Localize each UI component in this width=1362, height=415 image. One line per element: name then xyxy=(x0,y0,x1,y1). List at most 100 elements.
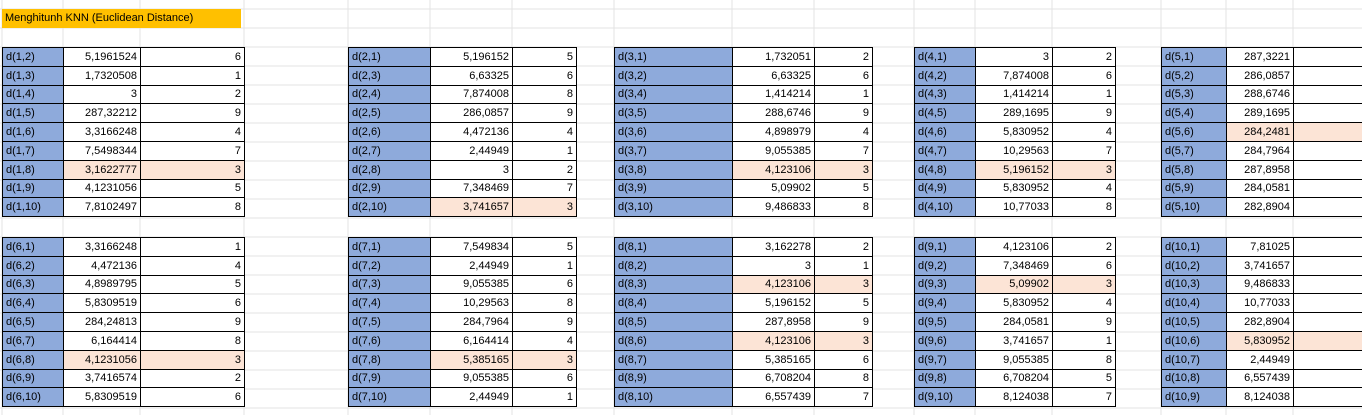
rank-cell[interactable]: 6 xyxy=(512,65,577,86)
distance-label-cell[interactable]: d(7,9) xyxy=(348,368,431,389)
distance-value-cell[interactable]: 6,708204 xyxy=(975,368,1053,389)
distance-value-cell[interactable]: 3,1622777 xyxy=(63,159,141,180)
distance-label-cell[interactable]: d(8,4) xyxy=(614,293,733,314)
rank-cell[interactable]: 6 xyxy=(1052,65,1116,86)
distance-value-cell[interactable]: 5,8309519 xyxy=(63,293,141,314)
distance-label-cell[interactable]: d(3,2) xyxy=(614,65,733,86)
distance-value-cell[interactable]: 3,741657 xyxy=(430,197,513,218)
rank-cell[interactable]: 8 xyxy=(814,197,873,218)
rank-cell[interactable]: 5 xyxy=(512,47,577,67)
distance-label-cell[interactable]: d(8,2) xyxy=(614,255,733,276)
distance-value-cell[interactable]: 9,055385 xyxy=(430,368,513,389)
rank-cell[interactable]: 3 xyxy=(140,159,245,180)
distance-value-cell[interactable]: 9,055385 xyxy=(430,274,513,295)
rank-cell[interactable]: 1 xyxy=(512,255,577,276)
rank-cell[interactable]: 8 xyxy=(1293,293,1362,314)
distance-label-cell[interactable]: d(7,8) xyxy=(348,349,431,370)
distance-label-cell[interactable]: d(1,3) xyxy=(2,65,64,86)
rank-cell[interactable]: 5 xyxy=(512,237,577,257)
rank-cell[interactable]: 4 xyxy=(512,330,577,351)
rank-cell[interactable]: 5 xyxy=(1052,368,1116,389)
distance-label-cell[interactable]: d(5,10) xyxy=(1161,197,1227,218)
rank-cell[interactable]: 2 xyxy=(814,237,873,257)
rank-cell[interactable]: 1 xyxy=(512,140,577,161)
rank-cell[interactable]: 8 xyxy=(512,293,577,314)
distance-label-cell[interactable]: d(1,8) xyxy=(2,159,64,180)
rank-cell[interactable]: 2 xyxy=(140,84,245,105)
rank-cell[interactable]: 2 xyxy=(1052,47,1116,67)
distance-value-cell[interactable]: 3,741657 xyxy=(1226,255,1294,276)
rank-cell[interactable]: 6 xyxy=(512,274,577,295)
rank-cell[interactable]: 9 xyxy=(1052,312,1116,332)
rank-cell[interactable]: 4 xyxy=(1052,293,1116,314)
distance-label-cell[interactable]: d(2,5) xyxy=(348,103,431,124)
rank-cell[interactable]: 9 xyxy=(140,312,245,332)
distance-label-cell[interactable]: d(3,4) xyxy=(614,84,733,105)
distance-value-cell[interactable]: 287,8958 xyxy=(1226,159,1294,180)
distance-value-cell[interactable]: 5,830952 xyxy=(975,178,1053,199)
distance-value-cell[interactable]: 9,486833 xyxy=(732,197,815,218)
distance-label-cell[interactable]: d(3,7) xyxy=(614,140,733,161)
rank-cell[interactable]: 9 xyxy=(814,312,873,332)
distance-label-cell[interactable]: d(4,3) xyxy=(914,84,976,105)
distance-label-cell[interactable]: d(1,7) xyxy=(2,140,64,161)
distance-value-cell[interactable]: 10,77033 xyxy=(975,197,1053,218)
distance-label-cell[interactable]: d(10,7) xyxy=(1161,349,1227,370)
distance-value-cell[interactable]: 6,63325 xyxy=(430,65,513,86)
distance-label-cell[interactable]: d(4,2) xyxy=(914,65,976,86)
distance-value-cell[interactable]: 7,5498344 xyxy=(63,140,141,161)
distance-value-cell[interactable]: 284,2481 xyxy=(1226,122,1294,142)
rank-cell[interactable]: 6 xyxy=(1052,255,1116,276)
distance-label-cell[interactable]: d(2,4) xyxy=(348,84,431,105)
distance-value-cell[interactable]: 282,8904 xyxy=(1226,197,1294,218)
distance-value-cell[interactable]: 3,741657 xyxy=(975,330,1053,351)
distance-value-cell[interactable]: 4,123106 xyxy=(975,237,1053,257)
rank-cell[interactable]: 1 xyxy=(1052,330,1116,351)
distance-label-cell[interactable]: d(4,1) xyxy=(914,47,976,67)
distance-value-cell[interactable]: 10,29563 xyxy=(975,140,1053,161)
rank-cell[interactable]: 5 xyxy=(140,274,245,295)
distance-label-cell[interactable]: d(9,2) xyxy=(914,255,976,276)
distance-value-cell[interactable]: 10,77033 xyxy=(1226,293,1294,314)
distance-value-cell[interactable]: 286,0857 xyxy=(1226,65,1294,86)
distance-value-cell[interactable]: 7,348469 xyxy=(430,178,513,199)
distance-label-cell[interactable]: d(10,3) xyxy=(1161,274,1227,295)
rank-cell[interactable]: 3 xyxy=(1293,122,1362,142)
distance-value-cell[interactable]: 289,1695 xyxy=(1226,103,1294,124)
rank-cell[interactable]: 7 xyxy=(814,140,873,161)
sheet-title[interactable]: Menghitunh KNN (Euclidean Distance) xyxy=(2,9,241,28)
distance-value-cell[interactable]: 1,414214 xyxy=(732,84,815,105)
distance-value-cell[interactable]: 5,830952 xyxy=(1226,330,1294,351)
distance-value-cell[interactable]: 6,164414 xyxy=(430,330,513,351)
distance-value-cell[interactable]: 4,8989795 xyxy=(63,274,141,295)
rank-cell[interactable]: 3 xyxy=(814,330,873,351)
distance-value-cell[interactable]: 9,055385 xyxy=(975,349,1053,370)
distance-value-cell[interactable]: 288,6746 xyxy=(732,103,815,124)
distance-label-cell[interactable]: d(2,9) xyxy=(348,178,431,199)
distance-label-cell[interactable]: d(3,6) xyxy=(614,122,733,142)
distance-value-cell[interactable]: 284,7964 xyxy=(430,312,513,332)
rank-cell[interactable]: 6 xyxy=(140,47,245,67)
distance-value-cell[interactable]: 4,472136 xyxy=(63,255,141,276)
distance-label-cell[interactable]: d(2,7) xyxy=(348,140,431,161)
distance-label-cell[interactable]: d(6,9) xyxy=(2,368,64,389)
distance-label-cell[interactable]: d(6,3) xyxy=(2,274,64,295)
rank-cell[interactable]: 5 xyxy=(140,178,245,199)
rank-cell[interactable]: 2 xyxy=(1293,178,1362,199)
rank-cell[interactable]: 7 xyxy=(1293,159,1362,180)
distance-value-cell[interactable]: 286,0857 xyxy=(430,103,513,124)
distance-value-cell[interactable]: 5,830952 xyxy=(975,122,1053,142)
distance-label-cell[interactable]: d(8,5) xyxy=(614,312,733,332)
distance-label-cell[interactable]: d(9,4) xyxy=(914,293,976,314)
distance-value-cell[interactable]: 4,898979 xyxy=(732,122,815,142)
distance-value-cell[interactable]: 4,123106 xyxy=(732,274,815,295)
distance-value-cell[interactable]: 284,7964 xyxy=(1226,140,1294,161)
rank-cell[interactable]: 9 xyxy=(1052,103,1116,124)
distance-label-cell[interactable]: d(1,4) xyxy=(2,84,64,105)
distance-value-cell[interactable]: 284,24813 xyxy=(63,312,141,332)
distance-label-cell[interactable]: d(3,9) xyxy=(614,178,733,199)
distance-value-cell[interactable]: 284,0581 xyxy=(1226,178,1294,199)
distance-value-cell[interactable]: 2,44949 xyxy=(1226,349,1294,370)
distance-value-cell[interactable]: 5,196152 xyxy=(975,159,1053,180)
rank-cell[interactable]: 1 xyxy=(1293,197,1362,218)
